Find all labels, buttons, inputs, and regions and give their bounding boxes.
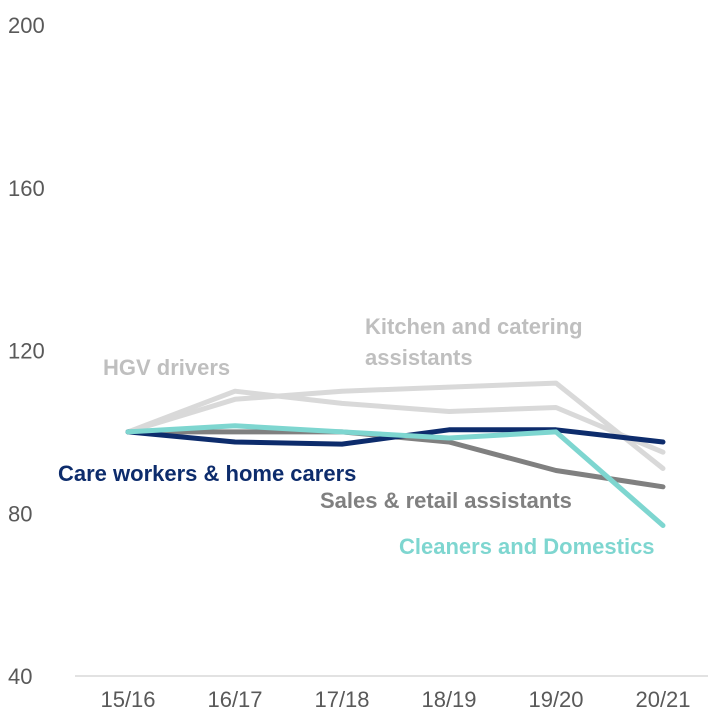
y-tick-label: 200: [8, 13, 45, 38]
x-tick-label: 16/17: [207, 687, 262, 712]
series-label-care: Care workers & home carers: [58, 461, 356, 486]
x-tick-label: 17/18: [314, 687, 369, 712]
y-tick-label: 160: [8, 176, 45, 201]
x-tick-label: 18/19: [421, 687, 476, 712]
y-axis-ticks: 40 80 120 160 200: [8, 13, 45, 689]
series-line-kitchen: [125, 380, 666, 471]
series-labels: Kitchen and catering assistants HGV driver…: [58, 314, 655, 559]
y-tick-label: 40: [8, 664, 32, 689]
y-tick-label: 120: [8, 339, 45, 364]
x-tick-label: 19/20: [528, 687, 583, 712]
series-label-kitchen: assistants: [365, 345, 473, 370]
y-tick-label: 80: [8, 501, 32, 526]
series-label-kitchen: Kitchen and catering: [365, 314, 583, 339]
series-label-hgv: HGV drivers: [103, 355, 230, 380]
series-lines: [125, 380, 666, 528]
series-line-cleaners: [125, 423, 666, 528]
x-tick-label: 15/16: [100, 687, 155, 712]
x-tick-label: 20/21: [635, 687, 690, 712]
series-line-hgv: [125, 388, 666, 455]
series-label-cleaners: Cleaners and Domestics: [399, 534, 655, 559]
x-axis-ticks: 15/16 16/17 17/18 18/19 19/20 20/21: [100, 687, 690, 712]
series-label-sales: Sales & retail assistants: [320, 488, 572, 513]
